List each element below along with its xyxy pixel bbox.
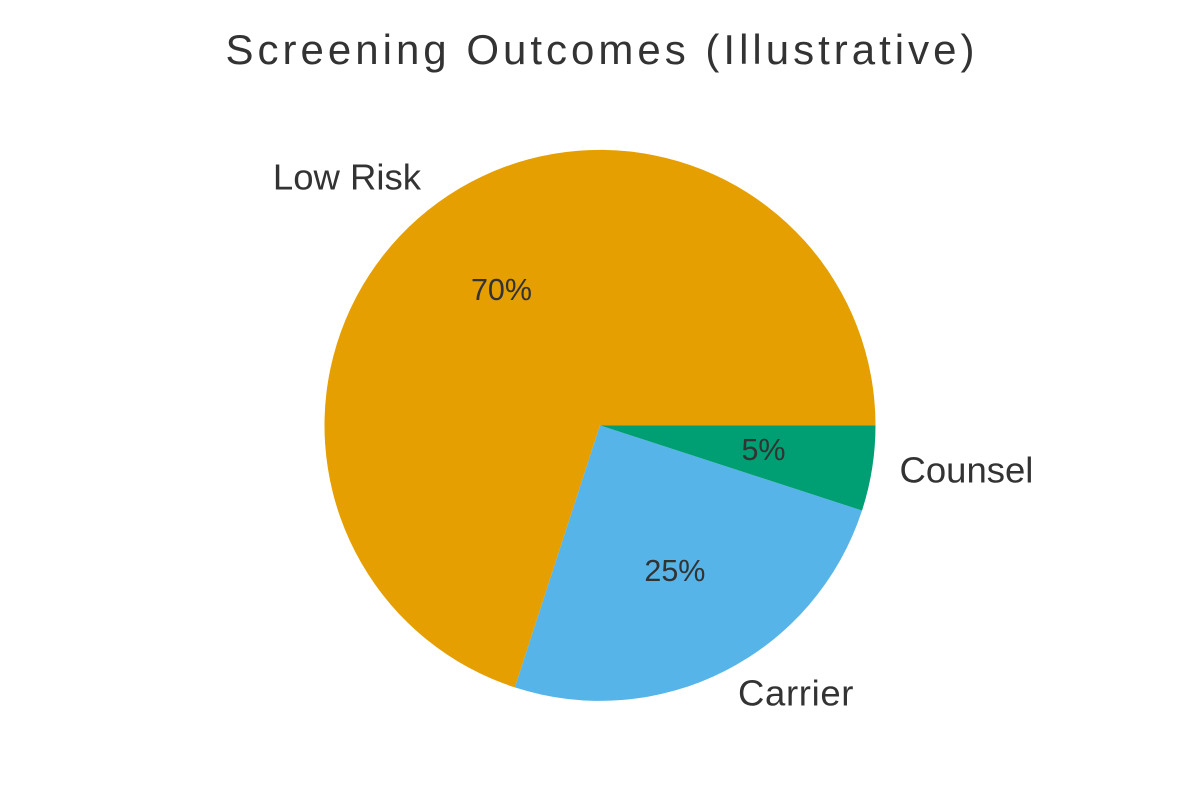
svg-text:Carrier: Carrier <box>738 673 854 714</box>
svg-text:Screening Outcomes (Illustrati: Screening Outcomes (Illustrative) <box>226 26 979 73</box>
svg-text:5%: 5% <box>741 433 785 467</box>
svg-text:70%: 70% <box>471 273 532 307</box>
svg-text:Low Risk: Low Risk <box>273 157 422 198</box>
svg-text:25%: 25% <box>644 554 705 588</box>
svg-text:Counsel: Counsel <box>900 450 1034 491</box>
